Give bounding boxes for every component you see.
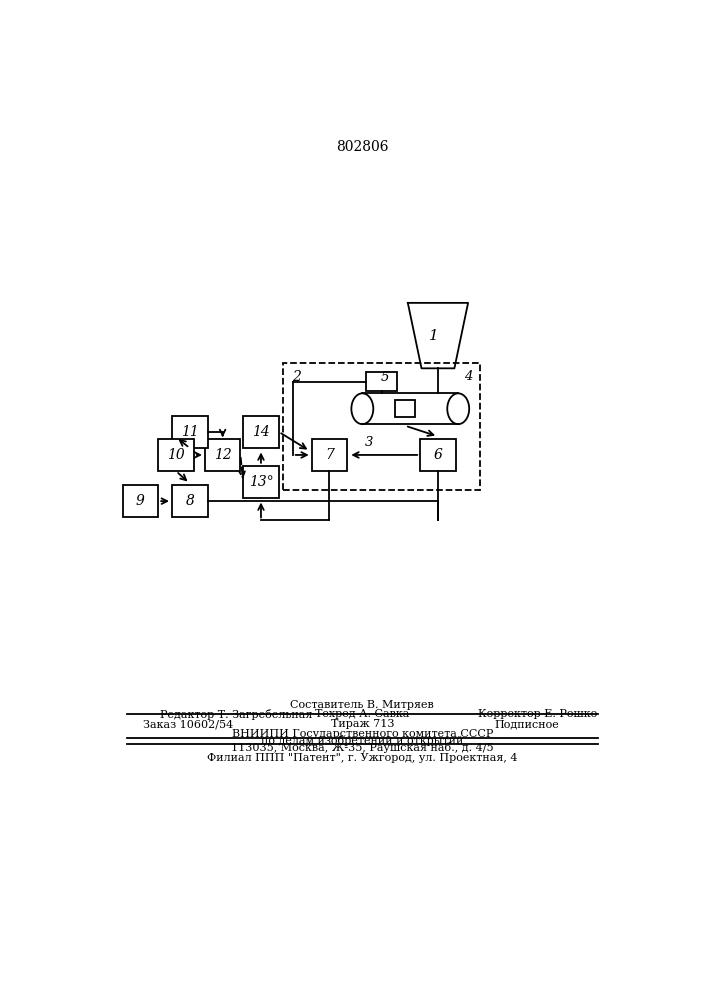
Bar (172, 416, 208, 448)
Text: 3: 3 (365, 436, 373, 449)
Bar (243, 466, 279, 498)
Bar (205, 439, 240, 471)
Text: 802806: 802806 (336, 140, 389, 154)
Text: 2: 2 (292, 370, 300, 384)
Text: 11: 11 (181, 425, 199, 439)
Text: Заказ 10602/54: Заказ 10602/54 (144, 719, 233, 729)
Text: 113035, Москва, Ж-35, Раушская наб., д. 4/5: 113035, Москва, Ж-35, Раушская наб., д. … (231, 742, 493, 753)
Circle shape (448, 393, 469, 424)
Text: Редактор Т. Загребельная: Редактор Т. Загребельная (160, 709, 312, 720)
Text: по делам изобретений и открытий: по делам изобретений и открытий (261, 735, 464, 746)
Text: ВНИИПИ Государственного комитета СССР: ВНИИПИ Государственного комитета СССР (232, 729, 493, 739)
Bar (172, 485, 208, 517)
Text: 12: 12 (214, 448, 231, 462)
Text: Техред А. Савка: Техред А. Савка (315, 709, 409, 719)
Text: Составитель В. Митряев: Составитель В. Митряев (291, 700, 434, 710)
Text: 14: 14 (252, 425, 270, 439)
Text: 6: 6 (433, 448, 443, 462)
Text: 7: 7 (325, 448, 334, 462)
Bar (158, 439, 194, 471)
Text: 10: 10 (167, 448, 185, 462)
Text: 5: 5 (381, 371, 389, 384)
Text: Тираж 713: Тираж 713 (331, 719, 394, 729)
Text: 13°: 13° (249, 475, 274, 489)
Bar (283, 363, 480, 490)
Bar (243, 416, 279, 448)
Text: 1: 1 (428, 329, 438, 343)
Text: 9: 9 (136, 494, 145, 508)
Bar (420, 439, 456, 471)
Bar (366, 372, 397, 391)
Text: Корректор Е. Рошко: Корректор Е. Рошко (478, 709, 597, 719)
Bar (122, 485, 158, 517)
Text: Филиал ППП "Патент", г. Ужгород, ул. Проектная, 4: Филиал ППП "Патент", г. Ужгород, ул. Про… (207, 753, 518, 763)
Circle shape (351, 393, 373, 424)
Text: Подписное: Подписное (494, 719, 559, 729)
Bar (312, 439, 347, 471)
Text: 8: 8 (185, 494, 194, 508)
Bar (395, 400, 416, 417)
Text: 4: 4 (464, 370, 472, 383)
